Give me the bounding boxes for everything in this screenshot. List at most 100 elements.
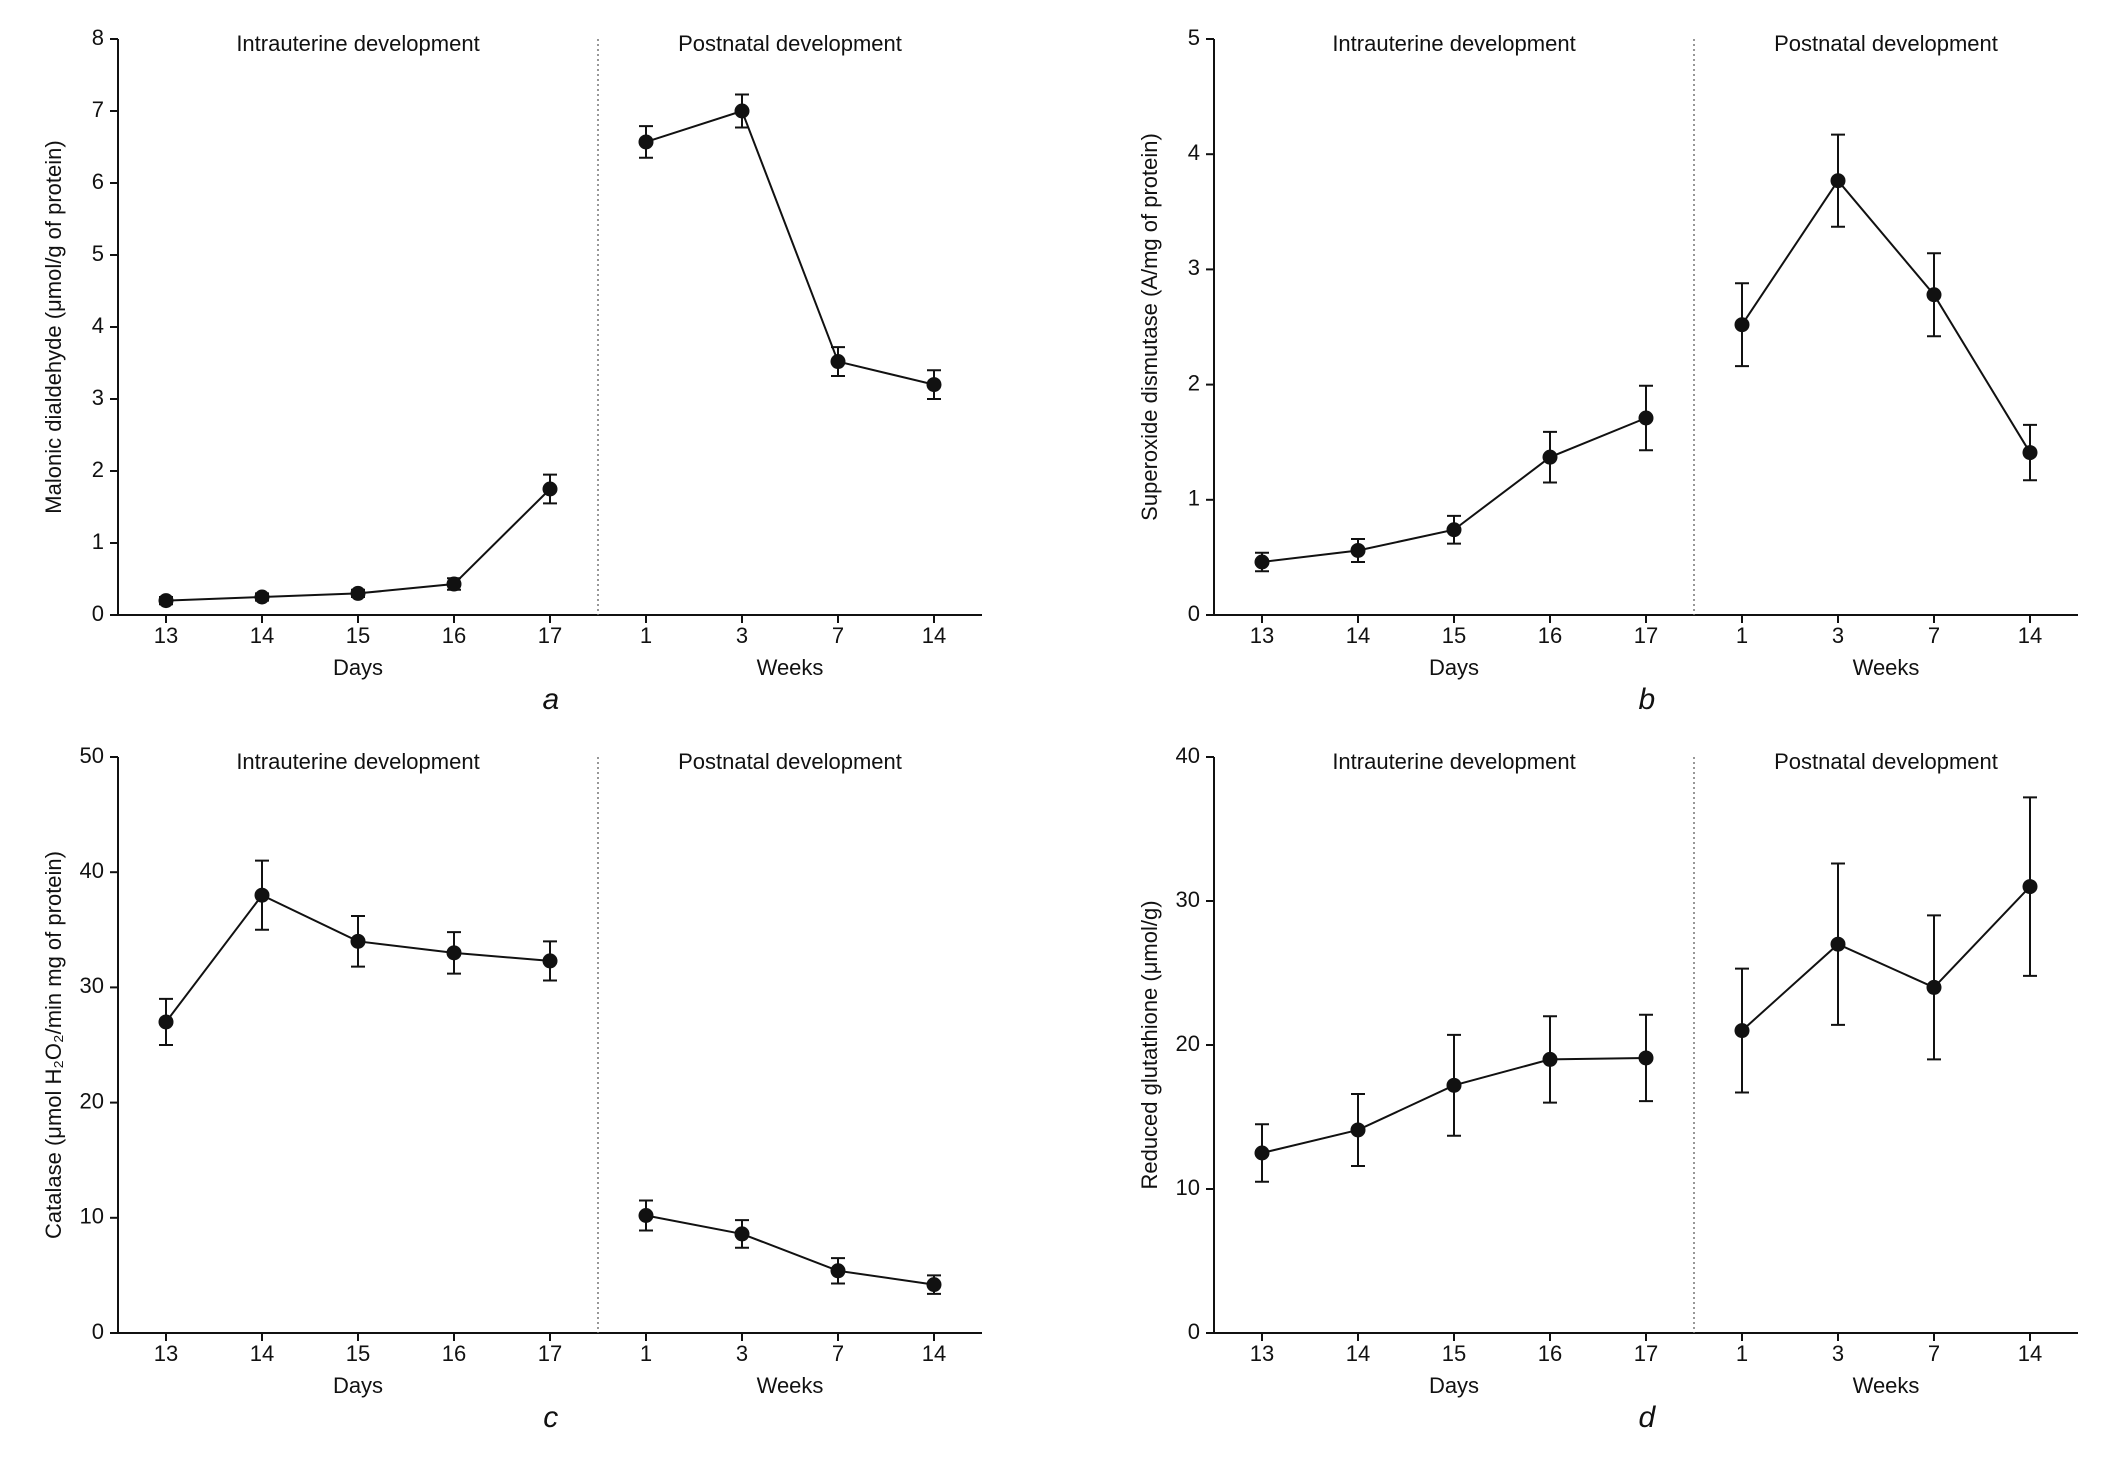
x-tick-label: 1 [1736,623,1748,648]
x-tick-label: 14 [250,1341,274,1366]
data-point [638,134,654,150]
x-tick-label: 16 [442,1341,466,1366]
x-tick-label: 3 [736,1341,748,1366]
y-tick-label: 8 [92,25,104,50]
y-tick-label: 0 [1188,1319,1200,1344]
data-point [350,933,366,949]
x-tick-label: 17 [538,1341,562,1366]
data-point [1638,410,1654,426]
data-point [542,481,558,497]
x-tick-label: 14 [250,623,274,648]
x-axis-label: Weeks [1853,655,1920,680]
y-tick-label: 1 [1188,486,1200,511]
section-title: Postnatal development [1774,749,1998,774]
y-tick-label: 3 [1188,255,1200,280]
x-tick-label: 1 [640,1341,652,1366]
data-point [638,1207,654,1223]
data-line [1741,885,2031,1032]
data-point [1926,287,1942,303]
x-tick-label: 7 [832,623,844,648]
caption: d [1638,1401,1656,1434]
caption: b [1638,683,1655,716]
y-tick-label: 10 [80,1204,104,1229]
y-tick-label: 20 [1176,1031,1200,1056]
x-tick-label: 14 [1346,1341,1370,1366]
data-point [830,1263,846,1279]
panel: 0 10 20 30 40 Reduced glutathione (μmol/g) Int… [1137,743,2078,1434]
x-tick-label: 13 [1250,1341,1274,1366]
x-axis-label: Days [1429,655,1479,680]
data-line [165,488,551,602]
data-point [254,589,270,605]
caption: c [543,1401,558,1434]
data-point [350,585,366,601]
x-tick-label: 13 [1250,623,1274,648]
data-line [645,1214,935,1286]
x-tick-label: 14 [2018,623,2042,648]
data-point [1542,1051,1558,1067]
x-tick-label: 15 [346,1341,370,1366]
y-tick-label: 4 [92,313,104,338]
x-axis-label: Days [1429,1373,1479,1398]
x-tick-label: 14 [1346,623,1370,648]
y-axis-label: Reduced glutathione (μmol/g) [1137,900,1162,1189]
y-tick-label: 1 [92,529,104,554]
y-axis-label: Catalase (μmol H₂O₂/min mg of protein) [41,851,66,1239]
y-tick-label: 2 [92,457,104,482]
data-point [1254,554,1270,570]
section-title: Intrauterine development [236,31,479,56]
x-tick-label: 14 [2018,1341,2042,1366]
y-tick-label: 2 [1188,370,1200,395]
y-tick-label: 4 [1188,140,1200,165]
y-tick-label: 20 [80,1088,104,1113]
x-tick-label: 7 [1928,623,1940,648]
y-tick-label: 10 [1176,1175,1200,1200]
x-tick-label: 16 [1538,623,1562,648]
data-line [645,109,935,386]
x-tick-label: 1 [640,623,652,648]
y-tick-label: 30 [80,973,104,998]
x-tick-label: 3 [736,623,748,648]
data-point [1446,1077,1462,1093]
data-point [1542,449,1558,465]
section-title: Postnatal development [1774,31,1998,56]
data-point [1638,1050,1654,1066]
y-tick-label: 30 [1176,887,1200,912]
x-tick-label: 17 [1634,623,1658,648]
data-point [1734,1023,1750,1039]
x-tick-label: 14 [922,623,946,648]
section-title: Intrauterine development [1332,31,1575,56]
x-tick-label: 3 [1832,623,1844,648]
x-tick-label: 15 [1442,623,1466,648]
y-axis-label: Malonic dialdehyde (μmol/g of protein) [41,140,66,513]
data-point [1830,173,1846,189]
y-tick-label: 40 [1176,743,1200,768]
x-tick-label: 7 [832,1341,844,1366]
y-tick-label: 0 [92,1319,104,1344]
x-tick-label: 16 [442,623,466,648]
caption: a [542,683,559,716]
y-tick-label: 5 [1188,25,1200,50]
data-point [1350,1122,1366,1138]
y-tick-label: 6 [92,169,104,194]
y-tick-label: 7 [92,97,104,122]
data-point [158,593,174,609]
x-axis-label: Days [333,655,383,680]
data-point [1350,542,1366,558]
y-tick-label: 40 [80,858,104,883]
x-tick-label: 7 [1928,1341,1940,1366]
x-tick-label: 1 [1736,1341,1748,1366]
x-axis-label: Weeks [1853,1373,1920,1398]
x-axis-label: Weeks [757,1373,824,1398]
x-tick-label: 13 [154,1341,178,1366]
data-point [446,576,462,592]
data-point [254,887,270,903]
section-title: Intrauterine development [1332,749,1575,774]
data-point [1254,1145,1270,1161]
data-point [1446,522,1462,538]
data-point [158,1014,174,1030]
x-tick-label: 17 [538,623,562,648]
x-axis-label: Days [333,1373,383,1398]
data-point [830,354,846,370]
